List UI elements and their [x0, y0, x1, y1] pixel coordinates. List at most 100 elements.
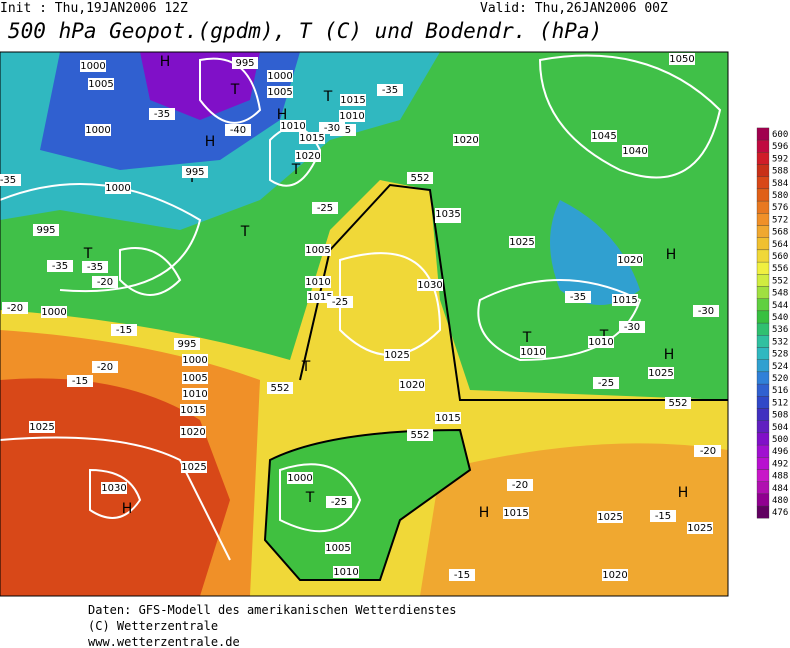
label-box — [149, 108, 175, 120]
colorbar-cell — [756, 237, 770, 251]
contour-label: 1010 — [339, 111, 364, 122]
label-box — [92, 361, 118, 373]
colorbar-label: 588 — [772, 167, 788, 177]
label-box — [181, 461, 207, 473]
contour-label: -35 — [87, 262, 103, 273]
contour-label: -15 — [655, 511, 671, 522]
map-area — [0, 52, 728, 596]
label-box — [305, 244, 331, 256]
label-box — [384, 349, 410, 361]
colorbar-label: 528 — [772, 350, 788, 360]
colorbar-cell — [756, 274, 770, 287]
contour-label: 1050 — [669, 54, 694, 65]
colorbar-cell — [756, 335, 770, 348]
colorbar-label: 492 — [772, 459, 788, 469]
label-box — [597, 511, 623, 523]
label-box — [101, 482, 127, 494]
label-box — [326, 496, 352, 508]
pressure-center: H — [664, 347, 675, 363]
colorbar-cell — [756, 371, 770, 385]
contour-label: 995 — [235, 58, 254, 69]
contour-label: 552 — [668, 398, 687, 409]
contour-label: -35 — [382, 85, 398, 96]
colorbar-label: 516 — [772, 386, 788, 396]
colorbar-cell — [756, 286, 770, 299]
label-box — [612, 294, 638, 306]
colorbar-cell — [756, 249, 770, 263]
label-box — [82, 261, 108, 273]
contour-label: 1025 — [509, 237, 534, 248]
contour-label: 1025 — [29, 422, 54, 433]
colorbar-label: 568 — [772, 228, 788, 238]
colorbar-cell — [756, 493, 770, 507]
label-box — [182, 166, 208, 178]
contour-label: 995 — [36, 225, 55, 236]
pressure-center: H — [666, 247, 677, 263]
contour-label: 552 — [410, 173, 429, 184]
contour-label: 1030 — [417, 280, 442, 291]
colorbar-cell — [756, 139, 770, 153]
contour-label: -25 — [317, 203, 333, 214]
label-box — [33, 224, 59, 236]
contour-label: 1005 — [88, 79, 113, 90]
contour-label: 995 — [177, 339, 196, 350]
contour-label: 1015 — [307, 292, 332, 303]
contour-label: 1015 — [435, 413, 460, 424]
contour-label: 1000 — [182, 355, 207, 366]
contour-label: 552 — [270, 383, 289, 394]
label-box — [665, 397, 691, 409]
label-box — [399, 379, 425, 391]
label-box — [267, 86, 293, 98]
colorbar-cell — [756, 176, 770, 190]
label-box — [435, 412, 461, 424]
label-box — [307, 291, 333, 303]
label-box — [312, 202, 338, 214]
contour-label: 1010 — [588, 337, 613, 348]
label-box — [182, 388, 208, 400]
contour-label: 1025 — [687, 523, 712, 534]
label-box — [407, 172, 433, 184]
contour-label: -35 — [154, 109, 170, 120]
contour-label: 1005 — [325, 543, 350, 554]
pressure-center: T — [323, 89, 333, 105]
label-box — [619, 321, 645, 333]
colorbar-cell — [756, 444, 770, 458]
colorbar-label: 496 — [772, 447, 788, 457]
label-box — [417, 279, 443, 291]
colorbar-label: 592 — [772, 154, 788, 164]
label-box — [377, 84, 403, 96]
contour-label: -25 — [598, 378, 614, 389]
contour-label: 1030 — [101, 483, 126, 494]
contour-label: 1020 — [399, 380, 424, 391]
contour-label: 1020 — [617, 255, 642, 266]
pressure-center: H — [122, 501, 133, 517]
pressure-center: T — [291, 162, 301, 178]
colorbar-cell — [756, 152, 770, 165]
contour-label: -20 — [7, 303, 23, 314]
colorbar-cell — [756, 457, 770, 470]
colorbar-label: 572 — [772, 215, 788, 225]
pressure-center: T — [240, 224, 250, 240]
label-box — [687, 522, 713, 534]
label-box — [47, 260, 73, 272]
label-box — [41, 306, 67, 318]
label-box — [648, 367, 674, 379]
contour-label: -40 — [230, 125, 246, 136]
label-box — [287, 472, 313, 484]
label-box — [333, 566, 359, 578]
label-box — [669, 53, 695, 65]
contour-label: -15 — [454, 570, 470, 581]
label-box — [503, 507, 529, 519]
label-box — [85, 124, 111, 136]
pressure-center: T — [83, 246, 93, 262]
contour-label: 1000 — [41, 307, 66, 318]
colorbar-label: 536 — [772, 325, 788, 335]
pressure-center: H — [678, 485, 689, 501]
label-box — [80, 60, 106, 72]
contour-label: 1025 — [384, 350, 409, 361]
colorbar-label: 560 — [772, 252, 788, 262]
pressure-center: T — [522, 330, 532, 346]
colorbar-label: 600 — [772, 130, 788, 140]
label-box — [88, 78, 114, 90]
